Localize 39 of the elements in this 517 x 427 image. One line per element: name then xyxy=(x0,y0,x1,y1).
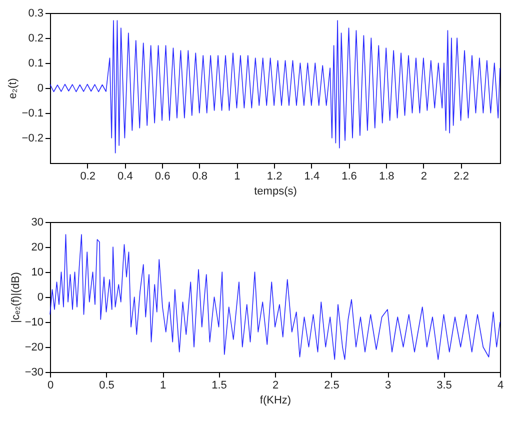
x-tick-label: 1.2 xyxy=(266,170,282,182)
y-tick-label: 30 xyxy=(31,216,44,228)
x-tick-label: 1 xyxy=(160,380,166,392)
y-tick-label: −0.2 xyxy=(22,132,44,144)
y-tick-label: −30 xyxy=(24,366,44,378)
y-tick-label: 0 xyxy=(37,82,44,94)
x-axis-title: temps(s) xyxy=(254,186,297,198)
y-tick-label: 0 xyxy=(37,292,44,304)
x-tick-label: 1.5 xyxy=(212,380,227,392)
x-tick-label: 2.2 xyxy=(454,170,469,182)
line-series xyxy=(50,20,500,154)
x-tick-label: 0.4 xyxy=(118,170,133,182)
y-tick-label: 0.1 xyxy=(28,58,44,70)
x-tick-label: 1.6 xyxy=(342,170,357,182)
y-tick-label: 0.2 xyxy=(28,32,44,44)
x-tick-label: 1 xyxy=(234,170,240,182)
y-tick-label: −20 xyxy=(24,342,44,354)
x-axis-title: f(KHz) xyxy=(260,394,292,406)
line-series xyxy=(50,234,500,360)
y-tick-label: 20 xyxy=(31,242,44,254)
x-tick-label: 0.8 xyxy=(192,170,208,182)
x-tick-label: 1.4 xyxy=(304,170,320,182)
y-tick-label: −10 xyxy=(24,316,44,328)
y-tick-label: 0.3 xyxy=(28,8,44,20)
y-axis-title: |cₑ₂(f)|(dB) xyxy=(10,272,22,323)
x-tick-label: 4 xyxy=(497,380,504,392)
x-tick-label: 1.8 xyxy=(378,170,394,182)
y-tick-label: −0.1 xyxy=(22,108,44,120)
x-tick-label: 2.5 xyxy=(324,380,340,392)
x-tick-label: 0.6 xyxy=(154,170,170,182)
x-tick-label: 2 xyxy=(272,380,279,392)
y-axis-title: e₂(t) xyxy=(6,78,19,99)
x-tick-label: 0.5 xyxy=(99,380,114,392)
y-tick-label: 10 xyxy=(31,266,44,278)
x-tick-label: 0.2 xyxy=(80,170,96,182)
x-tick-label: 2 xyxy=(420,170,428,182)
x-tick-label: 3.5 xyxy=(436,380,452,392)
x-tick-label: 0 xyxy=(47,380,54,392)
x-tick-label: 3 xyxy=(384,380,392,392)
